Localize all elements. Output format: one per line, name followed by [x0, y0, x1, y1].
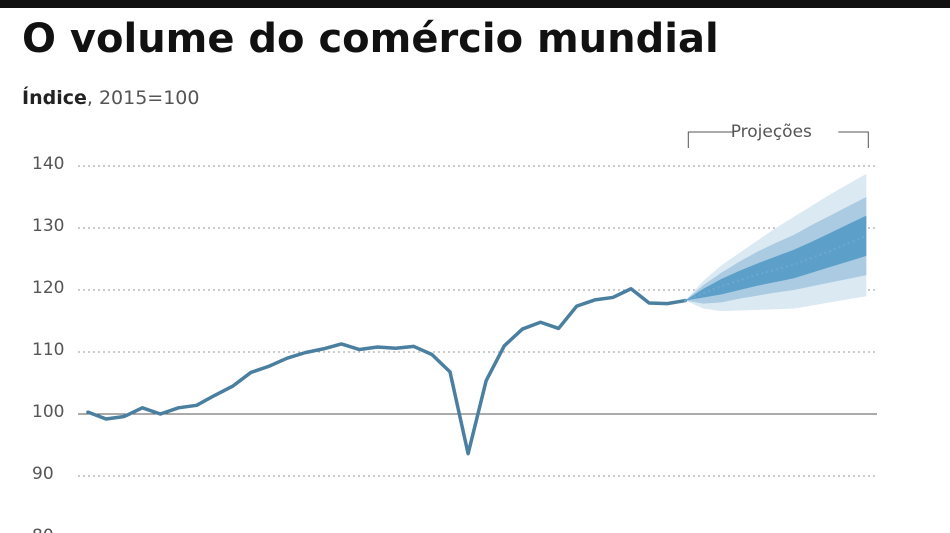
data-line [86, 287, 688, 456]
annotation: Projeções [731, 122, 812, 142]
y-tick-label: 120 [32, 278, 64, 298]
y-tick-label: 80 [32, 526, 54, 533]
chart-subtitle: Índice, 2015=100 [22, 86, 199, 109]
subtitle-rest: , 2015=100 [87, 87, 200, 109]
chart-title: O volume do comércio mundial [22, 16, 719, 62]
y-tick-label: 140 [32, 154, 64, 174]
y-tick-label: 110 [32, 340, 64, 360]
projection-line [684, 234, 868, 302]
subtitle-bold: Índice [22, 86, 87, 109]
y-tick-label: 100 [32, 402, 64, 422]
top-bar [0, 0, 950, 8]
projection-band [685, 215, 867, 301]
y-tick-label: 90 [32, 464, 54, 484]
y-tick-label: 130 [32, 216, 64, 236]
annotation-bracket [687, 131, 869, 148]
